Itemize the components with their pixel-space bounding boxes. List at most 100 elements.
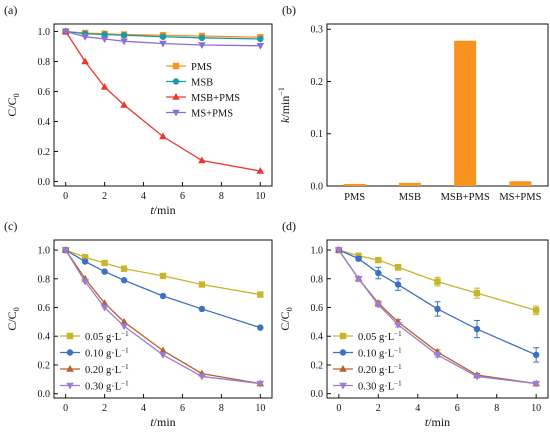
data-point [198,305,206,313]
data-point [198,281,206,288]
panel-b: (b) 0.0 0.1 0.2 0.3 k/min−1 PMS MSB MSB+PMS MS+PM… [277,3,549,203]
legend-label: 0.10 g·L−1 [85,346,129,359]
data-point [120,38,128,46]
y-tick-label: 0.2 [311,77,324,88]
data-point [198,34,206,41]
legend-marker [339,365,347,372]
data-point [354,275,363,283]
bar [509,181,532,186]
legend: 0.05 g·L−1 0.10 g·L−1 0.20 g·L−1 0.30 g·L−1 [60,330,129,392]
legend-label: MS+PMS [191,108,233,119]
y-tick-label: 0.4 [311,332,324,343]
data-point [159,346,167,354]
y-tick-label: 1.0 [38,27,51,38]
series-line [65,249,261,385]
x-tick-label: 2 [102,403,107,414]
legend-marker [66,349,74,356]
series-1 [62,246,264,331]
y-tick-label: 0.6 [38,87,51,98]
data-point [120,277,128,284]
legend-label: 0.30 g·L−1 [358,379,402,392]
series-0 [62,246,264,298]
legend-marker [66,365,74,372]
data-point [532,380,540,388]
series-line [338,249,537,385]
series-3 [61,28,265,50]
data-point [198,42,206,49]
panel-letter: (d) [282,219,296,233]
data-point [257,324,264,331]
x-tick-label: 8 [219,403,224,414]
y-axis-title: k/min−1 [277,87,292,123]
y-tick-label: 0.2 [311,360,324,371]
y-axis-title: C/C0 [5,307,21,330]
legend-label: 0.30 g·L−1 [85,379,129,392]
legend-marker [66,382,74,390]
panel-letter: (c) [4,219,17,233]
data-point [375,256,382,264]
data-point [100,36,109,43]
x-tick-label: 6 [180,403,185,414]
y-tick-label: 0.0 [38,389,51,400]
legend: PMS MSB MSB+PMS MS+PMS [166,62,240,119]
y-tick-label: 0.0 [38,177,51,188]
category-label: PMS [344,192,365,203]
data-point [101,268,108,275]
x-tick-label: 0 [63,191,68,202]
x-tick-label: 2 [376,403,381,414]
legend-label: 0.20 g·L−1 [358,363,402,376]
y-tick-label: 0.1 [311,129,324,140]
data-point [81,278,89,286]
panel-letter: (a) [4,3,17,17]
x-tick-label: 4 [415,403,420,414]
x-axis-title: t/min [150,415,175,429]
y-tick-label: 1.0 [38,246,51,257]
y-tick-label: 0.8 [311,274,324,285]
panel-letter: (b) [282,3,296,17]
legend-marker [172,78,180,85]
data-point [159,352,167,359]
legend: 0.05 g·L−1 0.10 g·L−1 0.20 g·L−1 0.30 g·L−1 [333,330,402,392]
data-point [473,373,481,381]
panel-d: (d) 0.0 0.2 0.4 0.6 0.8 1.0 0 2 4 6 8 10 C/C0 t/min 0.0… [278,219,549,429]
x-tick-label: 4 [141,403,146,414]
legend-marker [172,109,180,117]
data-point [257,35,264,43]
legend-label: PMS [191,62,212,73]
legend-marker [172,62,180,70]
data-point [120,32,128,39]
data-point [198,156,206,164]
x-tick-label: 10 [255,191,265,202]
x-tick-label: 10 [531,403,541,414]
data-point [256,380,265,388]
x-tick-label: 8 [219,191,224,202]
legend-label: MSB+PMS [191,93,240,104]
x-tick-label: 6 [455,403,460,414]
legend-marker [339,332,347,340]
legend-marker [172,93,180,100]
series-1 [62,28,264,43]
y-axis-title: C/C0 [278,307,294,330]
y-tick-label: 0.4 [38,117,51,128]
data-point [532,351,540,359]
data-point [532,307,540,314]
y-tick-label: 0.3 [311,25,324,36]
data-point [434,305,441,313]
data-point [61,28,70,36]
y-axis-title: C/C0 [5,93,21,116]
series-3 [61,247,265,388]
y-tick-label: 0.6 [311,303,324,314]
data-point [256,167,265,174]
data-point [81,57,89,65]
category-label: MS+PMS [499,192,541,203]
category-label: MSB [399,192,421,203]
data-point [81,258,89,265]
data-point [100,83,109,90]
data-point [473,289,481,297]
legend-label: 0.10 g·L−1 [358,346,402,359]
legend-label: 0.05 g·L−1 [358,330,402,343]
y-tick-label: 0.8 [38,57,51,68]
y-tick-label: 0.2 [38,360,51,371]
data-point [374,301,383,309]
